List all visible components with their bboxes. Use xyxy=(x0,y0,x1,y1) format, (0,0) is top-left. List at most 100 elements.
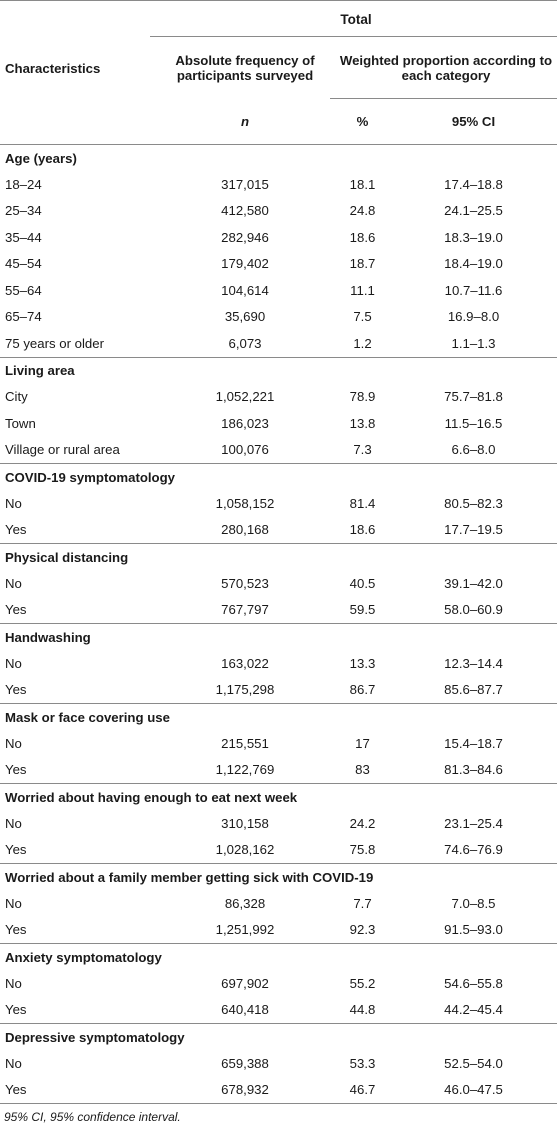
header-rule xyxy=(150,36,557,37)
row-ci: 81.3–84.6 xyxy=(444,762,503,778)
row-percent: 7.3 xyxy=(353,442,372,458)
row-n: 179,402 xyxy=(221,256,269,272)
table-row: No 1,058,152 81.4 80.5–82.3 xyxy=(0,490,557,517)
row-label: No xyxy=(5,975,22,991)
row-n: 310,158 xyxy=(221,815,269,831)
section-row: Worried about having enough to eat next … xyxy=(0,783,557,811)
row-n: 6,073 xyxy=(228,335,262,351)
row-label: Yes xyxy=(5,522,27,538)
section-title: Handwashing xyxy=(5,629,91,645)
row-label: 35–44 xyxy=(5,229,42,245)
section-row: Mask or face covering use xyxy=(0,703,557,731)
section-row: Anxiety symptomatology xyxy=(0,943,557,971)
row-percent: 78.9 xyxy=(349,389,376,405)
section-title: Living area xyxy=(5,363,75,378)
row-label: 18–24 xyxy=(5,176,42,192)
table-row: 75 years or older 6,073 1.2 1.1–1.3 xyxy=(0,330,557,357)
table-row: Yes 1,251,992 92.3 91.5–93.0 xyxy=(0,917,557,944)
row-label: Village or rural area xyxy=(5,442,120,458)
row-label: No xyxy=(5,495,22,511)
header-weighted-proportion: Weighted proportion according to each ca… xyxy=(339,53,553,83)
table-row: 65–74 35,690 7.5 16.9–8.0 xyxy=(0,304,557,331)
table-row: 25–34 412,580 24.8 24.1–25.5 xyxy=(0,198,557,225)
table-row: Yes 678,932 46.7 46.0–47.5 xyxy=(0,1077,557,1104)
row-n: 215,551 xyxy=(221,735,269,751)
row-ci: 17.4–18.8 xyxy=(444,176,503,192)
row-ci: 24.1–25.5 xyxy=(444,203,503,219)
row-label: 55–64 xyxy=(5,282,42,298)
row-ci: 54.6–55.8 xyxy=(444,975,503,991)
row-n: 163,022 xyxy=(221,655,269,671)
section-row: COVID-19 symptomatology xyxy=(0,463,557,491)
row-percent: 92.3 xyxy=(349,922,376,938)
section-title: Mask or face covering use xyxy=(5,709,170,725)
row-percent: 7.5 xyxy=(353,309,372,325)
row-ci: 39.1–42.0 xyxy=(444,575,503,591)
bottom-rule xyxy=(0,1103,557,1104)
row-label: Yes xyxy=(5,682,27,698)
row-n: 1,175,298 xyxy=(215,682,275,698)
row-label: Town xyxy=(5,415,36,431)
row-n: 1,052,221 xyxy=(215,389,275,405)
table-row: No 697,902 55.2 54.6–55.8 xyxy=(0,970,557,997)
row-label: Yes xyxy=(5,1082,27,1098)
row-ci: 18.3–19.0 xyxy=(444,229,503,245)
row-label: No xyxy=(5,895,22,911)
table-row: No 310,158 24.2 23.1–25.4 xyxy=(0,810,557,837)
section-row: Depressive symptomatology xyxy=(0,1023,557,1051)
table-row: Yes 1,175,298 86.7 85.6–87.7 xyxy=(0,677,557,704)
header-total: Total xyxy=(340,11,372,27)
row-percent: 13.8 xyxy=(349,415,376,431)
row-n: 317,015 xyxy=(221,176,269,192)
table-row: 45–54 179,402 18.7 18.4–19.0 xyxy=(0,251,557,278)
row-n: 678,932 xyxy=(221,1082,269,1098)
row-n: 280,168 xyxy=(221,522,269,538)
table-row: No 570,523 40.5 39.1–42.0 xyxy=(0,570,557,597)
section-row: Worried about a family member getting si… xyxy=(0,863,557,891)
row-ci: 91.5–93.0 xyxy=(444,922,503,938)
row-n: 1,058,152 xyxy=(215,495,275,511)
row-percent: 24.2 xyxy=(349,815,376,831)
section-row: Living area xyxy=(0,357,557,384)
table-row: 18–24 317,015 18.1 17.4–18.8 xyxy=(0,171,557,198)
row-label: 25–34 xyxy=(5,203,42,219)
row-percent: 17 xyxy=(355,735,370,751)
row-ci: 52.5–54.0 xyxy=(444,1055,503,1071)
table-row: Yes 640,418 44.8 44.2–45.4 xyxy=(0,997,557,1024)
section-title: Depressive symptomatology xyxy=(5,1029,185,1045)
header-percent: % xyxy=(356,114,369,129)
footnote: 95% CI, 95% confidence interval. xyxy=(4,1110,181,1124)
row-label: No xyxy=(5,735,22,751)
row-ci: 1.1–1.3 xyxy=(451,335,496,351)
row-percent: 86.7 xyxy=(349,682,376,698)
row-label: No xyxy=(5,655,22,671)
row-n: 100,076 xyxy=(221,442,269,458)
row-n: 697,902 xyxy=(221,975,269,991)
header-blank xyxy=(0,1,155,38)
row-percent: 53.3 xyxy=(349,1055,376,1071)
header-characteristics: Characteristics xyxy=(5,60,101,76)
section-title: Anxiety symptomatology xyxy=(5,949,162,965)
row-n: 86,328 xyxy=(224,895,266,911)
row-label: Yes xyxy=(5,922,27,938)
row-percent: 11.1 xyxy=(350,282,375,298)
row-label: Yes xyxy=(5,842,27,858)
table-row: Yes 1,122,769 83 81.3–84.6 xyxy=(0,757,557,784)
table-row: No 163,022 13.3 12.3–14.4 xyxy=(0,650,557,677)
table-row: Town 186,023 13.8 11.5–16.5 xyxy=(0,410,557,437)
table-row: Yes 280,168 18.6 17.7–19.5 xyxy=(0,517,557,544)
row-n: 412,580 xyxy=(221,203,269,219)
row-ci: 10.7–11.6 xyxy=(444,282,503,298)
row-percent: 1.2 xyxy=(353,335,372,351)
row-percent: 75.8 xyxy=(349,842,376,858)
header-absolute-frequency: Absolute frequency of participants surve… xyxy=(175,53,315,83)
table-row: 55–64 104,614 11.1 10.7–11.6 xyxy=(0,277,557,304)
row-ci: 74.6–76.9 xyxy=(444,842,503,858)
section-title: COVID-19 symptomatology xyxy=(5,469,176,485)
row-percent: 44.8 xyxy=(349,1002,376,1018)
table-row: No 659,388 53.3 52.5–54.0 xyxy=(0,1050,557,1077)
section-title: Worried about having enough to eat next … xyxy=(5,789,298,805)
row-ci: 75.7–81.8 xyxy=(444,389,503,405)
table-row: Yes 1,028,162 75.8 74.6–76.9 xyxy=(0,837,557,864)
row-percent: 24.8 xyxy=(349,203,376,219)
